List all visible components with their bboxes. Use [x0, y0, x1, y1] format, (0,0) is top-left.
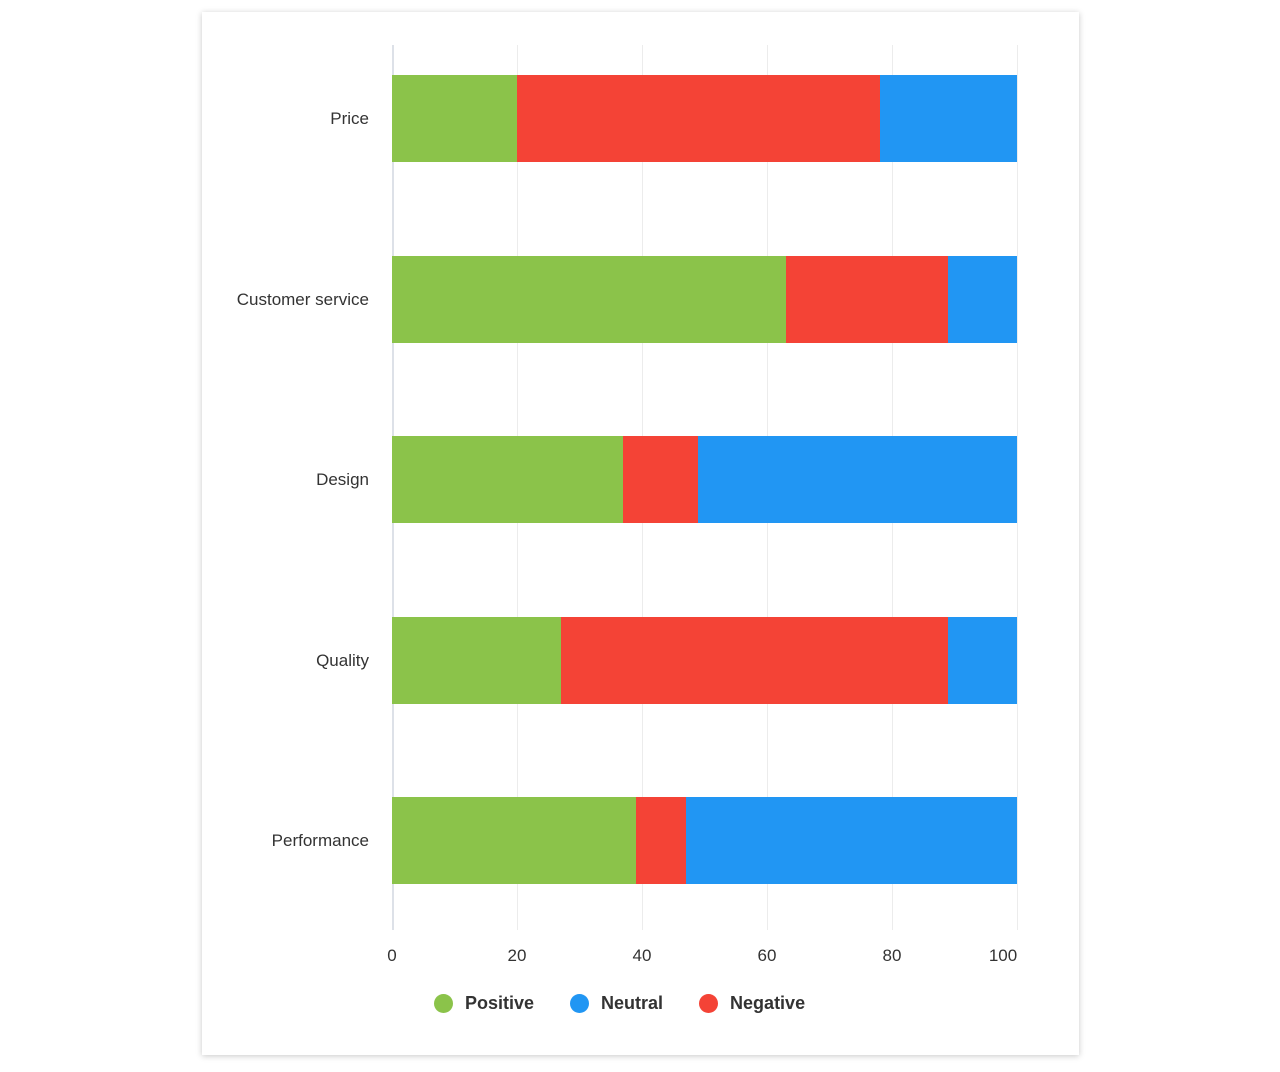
- bar-segment-negative[interactable]: [517, 75, 880, 162]
- bar-performance[interactable]: [392, 797, 1017, 884]
- plot-area: [392, 45, 1018, 930]
- bar-segment-positive[interactable]: [392, 797, 636, 884]
- x-tick-label: 100: [988, 946, 1018, 965]
- legend-item-positive[interactable]: Positive: [434, 993, 534, 1014]
- bar-segment-neutral[interactable]: [948, 617, 1017, 704]
- x-tick-label: 0: [387, 946, 397, 965]
- category-label: Design: [316, 469, 369, 489]
- bar-quality[interactable]: [392, 617, 1017, 704]
- bar-segment-negative[interactable]: [635, 797, 686, 884]
- legend-item-neutral[interactable]: Neutral: [570, 993, 663, 1014]
- legend-label: Negative: [730, 993, 806, 1013]
- gridline: [1017, 45, 1018, 930]
- bar-segment-neutral[interactable]: [698, 436, 1017, 523]
- legend: Positive Neutral Negative: [434, 993, 841, 1014]
- bar-segment-positive[interactable]: [392, 256, 786, 343]
- bar-segment-positive[interactable]: [392, 75, 517, 162]
- legend-marker-icon: [434, 994, 453, 1013]
- bar-segment-neutral[interactable]: [948, 256, 1017, 343]
- x-tick-label: 60: [757, 946, 777, 965]
- category-label: Quality: [316, 650, 369, 670]
- legend-label: Neutral: [601, 993, 664, 1013]
- bar-segment-neutral[interactable]: [685, 797, 1017, 884]
- x-tick-label: 40: [632, 946, 652, 965]
- legend-marker-icon: [699, 994, 719, 1013]
- legend-label: Positive: [465, 993, 535, 1013]
- bar-segment-positive[interactable]: [392, 436, 624, 523]
- category-label: Price: [330, 108, 369, 128]
- bar-segment-negative[interactable]: [560, 617, 949, 704]
- bar-price[interactable]: [392, 75, 1017, 162]
- bar-customer-service[interactable]: [392, 256, 1017, 343]
- category-label: Customer service: [236, 289, 369, 309]
- bar-segment-negative[interactable]: [785, 256, 949, 343]
- x-tick-label: 80: [882, 946, 902, 965]
- bar-design[interactable]: [392, 436, 1017, 523]
- legend-marker-icon: [570, 994, 590, 1013]
- category-label: Performance: [271, 830, 369, 850]
- x-tick-label: 20: [507, 946, 527, 965]
- bar-segment-neutral[interactable]: [879, 75, 1017, 162]
- legend-item-negative[interactable]: Negative: [699, 993, 805, 1014]
- bar-segment-positive[interactable]: [392, 617, 561, 704]
- bar-segment-negative[interactable]: [623, 436, 699, 523]
